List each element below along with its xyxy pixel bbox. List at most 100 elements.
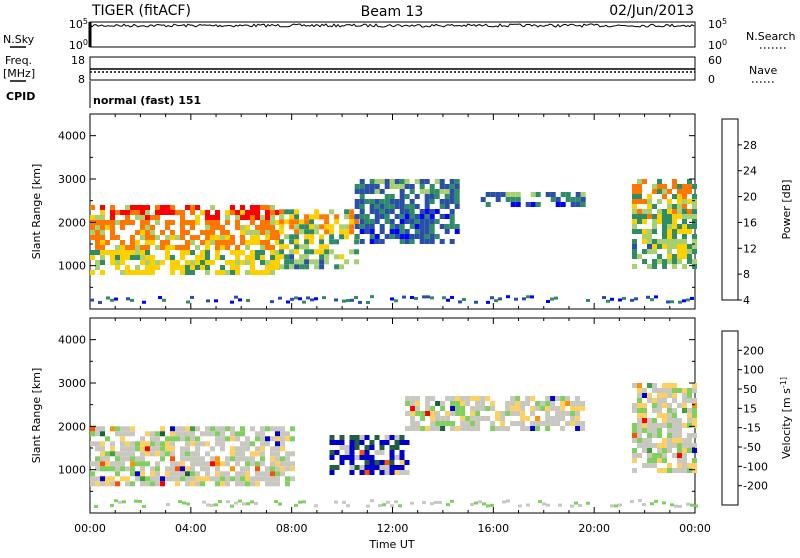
power-cell (672, 254, 677, 259)
velocity-colorbar-frame (721, 330, 739, 506)
velocity-ground-cell (474, 501, 478, 505)
power-cell (165, 245, 170, 250)
velocity-ground-cell (186, 502, 190, 506)
power-cell (270, 215, 275, 220)
velocity-cell (180, 476, 185, 482)
power-cell (439, 184, 445, 189)
power-cell (439, 224, 445, 229)
velocity-cell (115, 481, 120, 487)
power-cell (170, 205, 175, 210)
velocity-cell (682, 398, 687, 403)
power-cell (662, 259, 667, 264)
velocity-cell (280, 441, 285, 447)
velocity-cell (265, 436, 270, 442)
velocity-cell (285, 461, 290, 467)
power-cell (334, 214, 340, 220)
velocity-cell (170, 461, 175, 467)
velocity-cell (580, 406, 586, 411)
velocity-cell (505, 411, 511, 416)
power-cell (692, 194, 697, 199)
velocity-cell (560, 411, 566, 416)
power-cell (220, 270, 225, 275)
power-cell (389, 224, 395, 229)
power-cell (115, 255, 120, 260)
time-tick-label: 12:00 (377, 522, 409, 535)
velocity-cell (560, 401, 566, 406)
velocity-cell (682, 458, 687, 463)
power-ground-cell (426, 295, 430, 299)
velocity-cell (270, 471, 275, 477)
velocity-cell (95, 481, 100, 487)
power-cell (389, 194, 395, 199)
velocity-cell (110, 481, 115, 487)
velocity-cell (405, 411, 411, 416)
power-cell (165, 250, 170, 255)
power-cell (682, 184, 687, 189)
power-cell (409, 209, 415, 214)
power-cell (329, 249, 335, 255)
power-cell (100, 220, 105, 225)
power-cell (110, 255, 115, 260)
power-cell (555, 202, 561, 207)
velocity-ground-cell (94, 504, 98, 508)
velocity-cell (510, 411, 516, 416)
velocity-ground-cell (142, 504, 146, 508)
power-cell (692, 244, 697, 249)
power-ground-cell (130, 298, 134, 302)
power-ylabel: Slant Range [km] (30, 164, 43, 260)
power-cell (200, 250, 205, 255)
power-ground-cell (278, 296, 282, 300)
velocity-cell (240, 471, 245, 477)
power-cell (687, 199, 692, 204)
power-cell (100, 205, 105, 210)
velocity-cell (535, 406, 541, 411)
power-cell (170, 220, 175, 225)
power-cell (374, 219, 380, 224)
velocity-cell (155, 446, 160, 452)
power-cell (110, 230, 115, 235)
velocity-cell (379, 445, 385, 450)
power-cell (449, 199, 455, 204)
power-cell (319, 259, 325, 265)
velocity-cell (687, 468, 692, 473)
power-cell (230, 240, 235, 245)
power-cell (672, 214, 677, 219)
velocity-cell (642, 443, 647, 448)
power-cell (314, 229, 320, 235)
velocity-cell (160, 476, 165, 482)
power-region-4 (632, 179, 697, 269)
power-cell (170, 235, 175, 240)
power-cell (210, 225, 215, 230)
power-cell (409, 214, 415, 219)
velocity-cell (120, 426, 125, 432)
velocity-cell (550, 396, 556, 401)
velocity-cell (652, 463, 657, 468)
power-cell (672, 209, 677, 214)
velocity-cell (349, 435, 355, 440)
power-cell (687, 209, 692, 214)
power-cell (374, 209, 380, 214)
power-cell (324, 244, 330, 250)
radar-title: TIGER (fitACF) (91, 3, 191, 19)
power-cell (530, 202, 536, 207)
velocity-cell (215, 441, 220, 447)
velocity-cell (125, 441, 130, 447)
velocity-ground-cell (178, 500, 182, 504)
velocity-cell (580, 421, 586, 426)
power-cell (657, 209, 662, 214)
velocity-cell (150, 446, 155, 452)
power-cell (284, 209, 290, 215)
velocity-ground-cell (662, 501, 666, 505)
power-cell (225, 240, 230, 245)
velocity-cell (575, 416, 581, 421)
velocity-cell (657, 468, 662, 473)
velocity-cell (692, 448, 697, 453)
power-cell (359, 224, 365, 229)
velocity-cell (200, 456, 205, 462)
power-cell (444, 214, 450, 219)
power-cell (150, 230, 155, 235)
velocity-cell (394, 455, 400, 460)
power-cell (299, 244, 305, 250)
power-cell (294, 249, 300, 255)
power-cell (95, 215, 100, 220)
